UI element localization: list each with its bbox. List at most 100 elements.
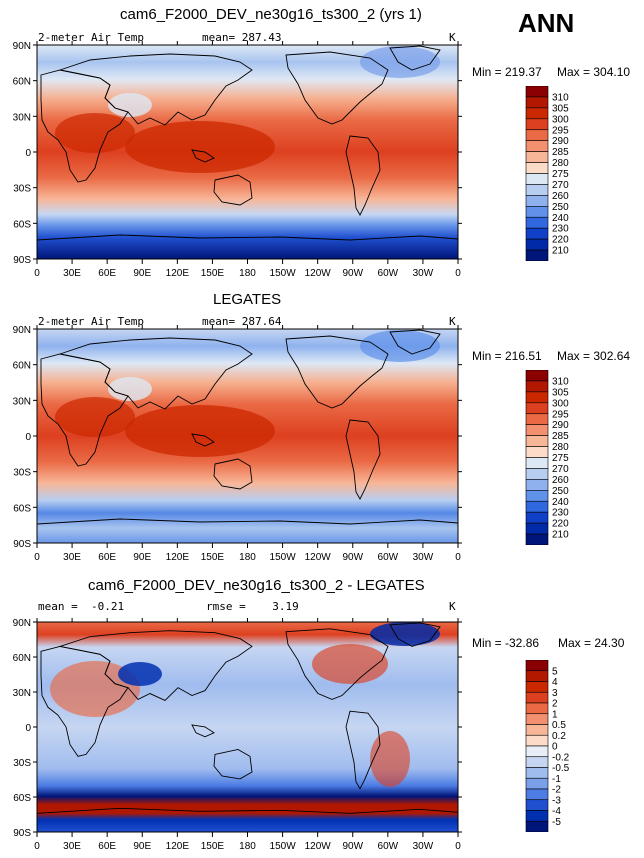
colorbar-level-label: -0.5 — [552, 763, 570, 774]
panel-1-max-label: Max = 304.10 — [557, 65, 631, 79]
colorbar-swatch — [525, 691, 549, 704]
colorbar-level-label: 300 — [552, 398, 569, 409]
x-tick-label: 60E — [98, 268, 116, 279]
x-tick-label: 120W — [305, 841, 332, 852]
colorbar-level-label: 230 — [552, 224, 569, 235]
panel-2-map: 0 30E 60E 90E 120E 150E 180 150W 120W 90W 60W 30W 09… — [13, 325, 462, 563]
colorbar-level-label: 220 — [552, 519, 569, 530]
colorbar-level-label: 270 — [552, 180, 569, 191]
panel-2-mean-label: mean= 287.64 — [202, 315, 282, 328]
colorbar-swatch — [525, 713, 549, 725]
colorbar-level-label: 305 — [552, 103, 569, 114]
colorbar-level-label: 4 — [552, 677, 558, 688]
y-tick-label: 0 — [25, 432, 31, 443]
x-tick-label: 150E — [201, 841, 225, 852]
colorbar-level-label: 280 — [552, 158, 569, 169]
coastline-segment — [345, 710, 381, 790]
colorbar-swatch — [525, 777, 549, 790]
x-tick-label: 30W — [413, 841, 434, 852]
panel-1-map: 0 30E 60E 90E 120E 150E 180 150W 120W 90W 60W 30W 09… — [13, 41, 462, 279]
x-tick-label: 180 — [239, 552, 256, 563]
panel-2-warm-pool — [125, 405, 275, 457]
panel-3-africa-warm — [50, 661, 140, 717]
y-tick-label: 30S — [13, 468, 31, 479]
panel-2-units-label: K — [449, 315, 456, 328]
y-tick-label: 90N — [13, 41, 31, 52]
x-tick-label: 150W — [270, 268, 297, 279]
colorbar-swatch — [525, 238, 549, 251]
colorbar-level-label: 280 — [552, 442, 569, 453]
colorbar-swatch — [525, 670, 549, 682]
colorbar-swatch — [525, 380, 549, 393]
colorbar-level-label: 270 — [552, 464, 569, 475]
colorbar-level-label: 295 — [552, 409, 569, 420]
colorbar-level-label: 285 — [552, 147, 569, 158]
colorbar-level-label: 220 — [552, 235, 569, 246]
panel-1-title: cam6_F2000_DEV_ne30g16_ts300_2 (yrs 1) — [120, 6, 422, 23]
coastline-segment — [58, 337, 253, 410]
y-tick-label: 90N — [13, 325, 31, 336]
colorbar-level-label: 0.5 — [552, 720, 566, 731]
colorbar-level-label: -4 — [552, 806, 561, 817]
panel-1-units-label: K — [449, 31, 456, 44]
colorbar-level-label: 310 — [552, 376, 569, 387]
y-tick-label: 0 — [25, 148, 31, 159]
panel-3-title: cam6_F2000_DEV_ne30g16_ts300_2 - LEGATES — [88, 577, 425, 594]
coastline-segment — [191, 149, 215, 163]
colorbar-swatch — [525, 810, 549, 822]
panel-1-sahara-warm — [55, 113, 135, 153]
y-tick-label: 60N — [13, 361, 31, 372]
colorbar-swatch — [525, 227, 549, 240]
panel-3-ticks: 0 30E 60E 90E 120E 150E 180 150W 120W 90W 60W 30W 09… — [13, 618, 462, 852]
panel-3-tibet-cold-bias — [118, 662, 162, 686]
x-tick-label: 0 — [34, 268, 40, 279]
coastline-segment — [285, 628, 389, 700]
colorbar-level-label: 230 — [552, 508, 569, 519]
colorbar-level-label: 310 — [552, 92, 569, 103]
colorbar-swatch — [525, 173, 549, 185]
coastline-segment — [36, 234, 459, 241]
coastline-segment — [213, 174, 253, 206]
colorbar-swatch — [525, 195, 549, 207]
y-tick-label: 90S — [13, 255, 31, 266]
x-tick-label: 150W — [270, 841, 297, 852]
coastline-segment — [191, 433, 215, 447]
colorbar-level-label: 0.2 — [552, 731, 566, 742]
coastline-segment — [345, 135, 381, 216]
colorbar-level-label: 240 — [552, 213, 569, 224]
colorbar-swatch — [525, 424, 549, 436]
x-tick-label: 180 — [239, 841, 256, 852]
colorbar-level-label: 260 — [552, 191, 569, 202]
colorbar-level-label: -3 — [552, 795, 561, 806]
colorbar-level-label: -2 — [552, 785, 561, 796]
colorbar-level-label: 250 — [552, 486, 569, 497]
coastline-segment — [58, 630, 253, 701]
panel-3-mean-label: mean = -0.21 — [38, 600, 125, 613]
colorbar-level-label: 260 — [552, 475, 569, 486]
colorbar-level-label: 295 — [552, 125, 569, 136]
colorbar-swatch — [525, 500, 549, 513]
coastline-segment — [213, 458, 253, 490]
x-tick-label: 90W — [342, 552, 363, 563]
y-tick-label: 90S — [13, 828, 31, 839]
colorbar-swatch — [525, 413, 549, 425]
colorbar-level-label: 250 — [552, 202, 569, 213]
x-tick-label: 60W — [378, 268, 399, 279]
coastline-segment — [285, 335, 389, 409]
panel-2-greenland-cold — [360, 330, 440, 362]
colorbar-swatch — [525, 522, 549, 535]
x-tick-label: 60W — [378, 552, 399, 563]
coastline-segment — [213, 749, 253, 780]
panel-2-max-label: Max = 302.64 — [557, 349, 631, 363]
colorbar-swatch — [525, 511, 549, 524]
x-tick-label: 60E — [98, 552, 116, 563]
colorbar-swatch — [525, 457, 549, 469]
colorbar-swatch — [525, 391, 549, 404]
panel-2-colorbar: 3103053002952902852802752702602502402302… — [525, 370, 569, 545]
x-tick-label: 90E — [133, 552, 151, 563]
x-tick-label: 180 — [239, 268, 256, 279]
colorbar-swatch — [525, 660, 549, 672]
colorbar-level-label: 285 — [552, 431, 569, 442]
colorbar-swatch — [525, 468, 549, 480]
colorbar-level-label: -1 — [552, 774, 561, 785]
